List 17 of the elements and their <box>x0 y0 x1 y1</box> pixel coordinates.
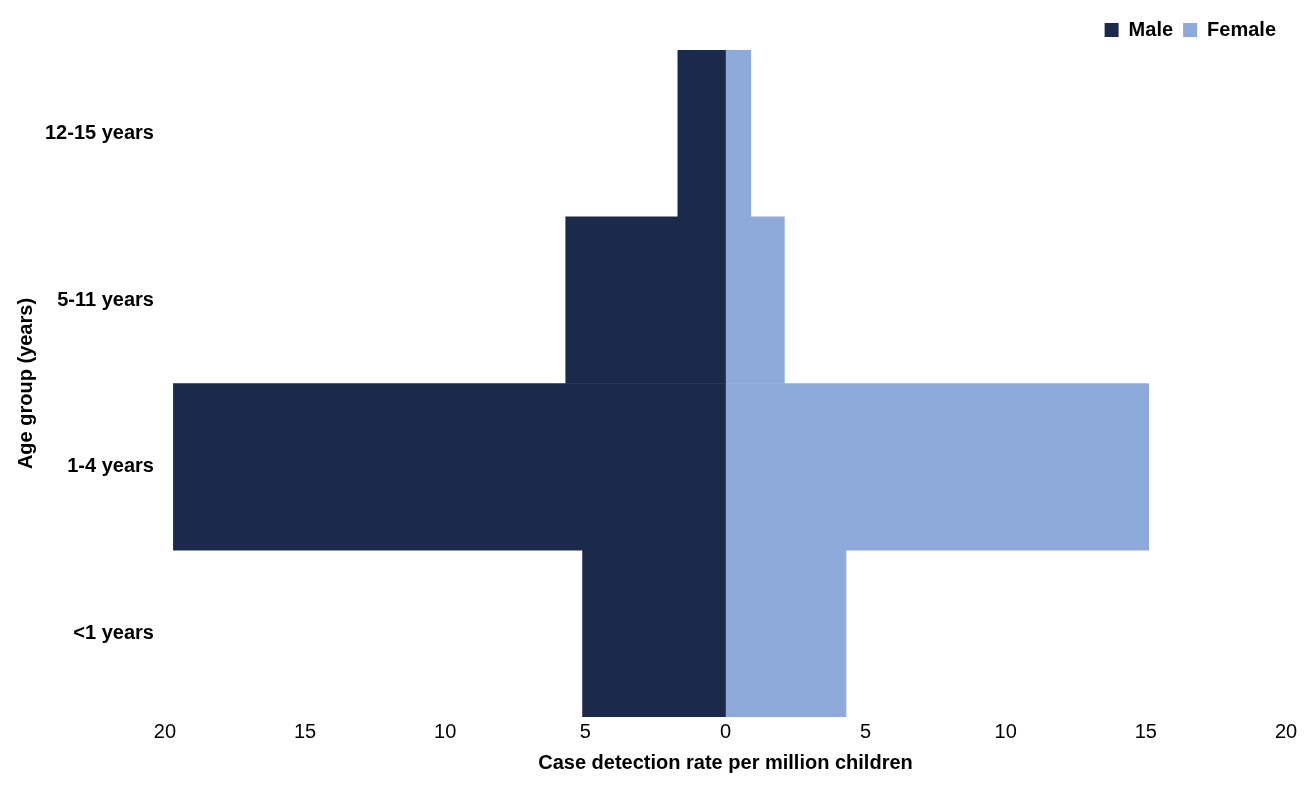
y-tick-label: 12-15 years <box>45 120 154 143</box>
x-axis-title: Case detection rate per million children <box>538 750 913 773</box>
legend-label: Female <box>1207 17 1277 40</box>
x-tick-label: 5 <box>860 719 872 742</box>
y-axis-title: Age group (years) <box>13 297 36 470</box>
x-tick-label: 15 <box>1134 719 1157 742</box>
x-tick-label: 10 <box>434 719 457 742</box>
x-tick-label: 20 <box>153 719 177 742</box>
x-tick-label: 0 <box>719 719 732 742</box>
x-tick-label: 5 <box>579 719 591 742</box>
legend-label: Male <box>1128 17 1174 40</box>
x-tick-label: 15 <box>293 719 317 742</box>
y-tick-label: 5-11 years <box>57 287 154 310</box>
y-tick-label: 1-4 years <box>67 454 154 477</box>
y-tick-label: <1 years <box>73 621 154 644</box>
x-tick-label: 20 <box>1274 719 1298 742</box>
x-tick-label: 10 <box>994 719 1017 742</box>
